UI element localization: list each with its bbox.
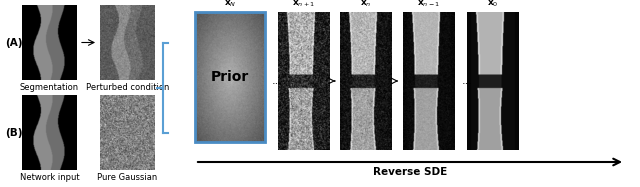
Text: (B): (B)	[5, 128, 22, 137]
Text: $\mathbf{x}_N$: $\mathbf{x}_N$	[224, 0, 236, 9]
Text: $\mathbf{x}_0$: $\mathbf{x}_0$	[487, 0, 499, 9]
Text: Network input: Network input	[20, 173, 79, 182]
Text: $\mathbf{x}_{n+1}$: $\mathbf{x}_{n+1}$	[292, 0, 316, 9]
Text: Segmentation: Segmentation	[20, 83, 79, 92]
Text: Perturbed condition: Perturbed condition	[86, 83, 169, 92]
Text: Reverse SDE: Reverse SDE	[373, 167, 447, 177]
Bar	[195, 12, 265, 142]
Text: $\mathbf{x}_n$: $\mathbf{x}_n$	[360, 0, 372, 9]
Text: ...: ...	[271, 76, 282, 86]
Text: $\mathbf{x}_{n-1}$: $\mathbf{x}_{n-1}$	[417, 0, 440, 9]
Text: (A): (A)	[5, 38, 22, 47]
Text: ...: ...	[461, 76, 472, 86]
Text: Pure Gaussian: Pure Gaussian	[97, 173, 157, 182]
Text: Prior: Prior	[211, 70, 249, 84]
